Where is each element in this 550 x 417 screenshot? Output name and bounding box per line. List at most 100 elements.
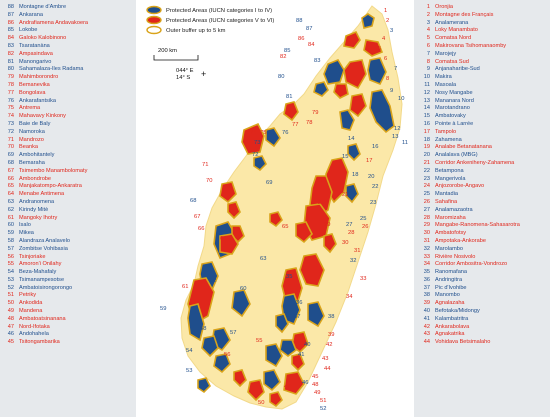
map-site-label: 77 <box>292 122 298 128</box>
map-site-label: 20 <box>368 174 374 180</box>
map-site-label: 85 <box>284 48 290 54</box>
site-name: Mahavavy Kinkony <box>19 113 66 120</box>
map-site-label: 71 <box>202 162 208 168</box>
site-number: 84 <box>7 35 14 42</box>
site-name: Mananara Nord <box>435 97 474 104</box>
map-site-label: 13 <box>392 134 398 140</box>
left-list-item: 59 Mikea <box>0 230 136 238</box>
left-list-item: 87 Ankarana <box>0 12 136 20</box>
scale-bar: 200 km <box>153 48 199 61</box>
map-site-label: 46 <box>302 380 308 386</box>
site-number: 54 <box>7 269 14 276</box>
left-list-item: 71 Mandrozo <box>0 137 136 145</box>
site-name: Ankarana <box>19 11 43 18</box>
right-list-item: 23 Mangerivola <box>414 176 550 184</box>
site-name: Ankarabolava <box>435 323 470 330</box>
site-name: Ankarafantsika <box>19 97 57 104</box>
site-name: Ambatofotsy <box>435 230 467 237</box>
map-site-label: 1 <box>384 8 387 14</box>
site-name: Comatsa Nord <box>435 35 472 42</box>
site-name: Tsaratanàna <box>19 42 50 49</box>
site-number: 69 <box>7 152 14 159</box>
left-list-item: 82 Ampasindava <box>0 51 136 59</box>
site-number: 35 <box>423 269 430 276</box>
site-name: Betampona <box>435 167 464 174</box>
map-site-label: 16 <box>372 144 378 150</box>
site-name: Rivière Nosivolo <box>435 253 476 260</box>
right-list-item: 43 Agnakatrika <box>414 331 550 339</box>
site-name: Kalambatritra <box>435 315 469 322</box>
map-site-label: 9 <box>390 88 393 94</box>
right-list-item: 44 Vohidava Betsimalaho <box>414 339 550 347</box>
map-site-label: 47 <box>284 384 290 390</box>
site-number: 60 <box>7 222 14 229</box>
site-name: Ambatovaky <box>435 113 466 120</box>
map-site-label: 83 <box>314 58 320 64</box>
map-site-label: 57 <box>230 330 236 336</box>
site-number: 3 <box>426 19 430 26</box>
left-list-item: 56 Tsinjoriake <box>0 254 136 262</box>
site-name: Bemaraha <box>19 159 45 166</box>
map-site-label: 79 <box>312 110 318 116</box>
site-number: 63 <box>7 198 14 205</box>
site-name: Mahimborondro <box>19 74 59 81</box>
right-list-item: 30 Ambatofotsy <box>414 230 550 238</box>
left-list-item: 88 Montagne d'Ambre <box>0 4 136 12</box>
map-site-label: 64 <box>220 236 227 242</box>
site-number: 46 <box>7 331 14 338</box>
site-number: 45 <box>7 339 14 346</box>
left-list-item: 45 Tsitongambarika <box>0 339 136 347</box>
site-number: 36 <box>423 276 430 283</box>
site-number: 25 <box>423 191 430 198</box>
map-site-label: 88 <box>296 18 302 24</box>
site-number: 80 <box>7 66 14 73</box>
map-site-label: 69 <box>266 180 272 186</box>
map-site-label: 21 <box>342 192 348 198</box>
site-name: Tsimembo Manambolomaty <box>19 167 88 174</box>
site-name: Galoko Kalobinono <box>19 35 67 42</box>
map-site-label: 61 <box>182 284 188 290</box>
map-site-label: 15 <box>342 154 348 160</box>
site-name: Mangerivola <box>435 175 466 182</box>
left-list-item: 50 Ankodida <box>0 300 136 308</box>
left-list-item: 86 Andrafiamena Andavakoera <box>0 20 136 28</box>
legend-swatch-sustainable <box>146 15 162 25</box>
site-number: 53 <box>7 276 14 283</box>
site-name: Ambatoatsinanana <box>19 315 66 322</box>
map-site-label: 52 <box>320 406 326 412</box>
site-name: Nord-Ifotaka <box>19 323 50 330</box>
site-name: Tsinjoriake <box>19 253 46 260</box>
site-number: 34 <box>423 261 430 268</box>
site-name: Loky Manambato <box>435 27 478 34</box>
site-name: Pointe à Larrée <box>435 120 474 127</box>
right-list-item: 31 Ampotaka-Ankorabe <box>414 238 550 246</box>
site-name: Anjanaharibe-Sud <box>435 66 480 73</box>
site-number: 81 <box>7 58 14 65</box>
site-number: 21 <box>423 159 430 166</box>
map-site-label: 36 <box>296 300 302 306</box>
site-name: Zahamena <box>435 136 462 143</box>
map-site-label: 60 <box>240 286 246 292</box>
site-name: Kirindy Mitè <box>19 206 49 213</box>
map-site-label: 75 <box>260 130 266 136</box>
site-number: 22 <box>423 167 430 174</box>
map-site-label: 87 <box>306 26 312 32</box>
site-name: Manjakatompo-Ankaratra <box>19 183 82 190</box>
map-site-label: 35 <box>286 274 292 280</box>
map-site-label: 22 <box>372 184 378 190</box>
map-site-label: 42 <box>326 342 332 348</box>
map-site-label: 45 <box>312 374 318 380</box>
site-name: Andringitra <box>435 276 463 283</box>
site-name: Menabe Antimena <box>19 191 65 198</box>
site-name: Mandena <box>19 308 43 315</box>
map-site-label: 8 <box>386 76 389 82</box>
map-site-label: 10 <box>398 96 404 102</box>
site-name: Mikea <box>19 230 34 237</box>
map-site-label: 33 <box>360 276 366 282</box>
site-number: 49 <box>7 308 14 315</box>
map-site-label: 59 <box>160 306 166 312</box>
site-name: Marojejy <box>435 50 457 57</box>
map-site-label: 72 <box>252 152 258 158</box>
site-number: 61 <box>7 214 14 221</box>
left-list-item: 53 Tsimanampesotse <box>0 277 136 285</box>
